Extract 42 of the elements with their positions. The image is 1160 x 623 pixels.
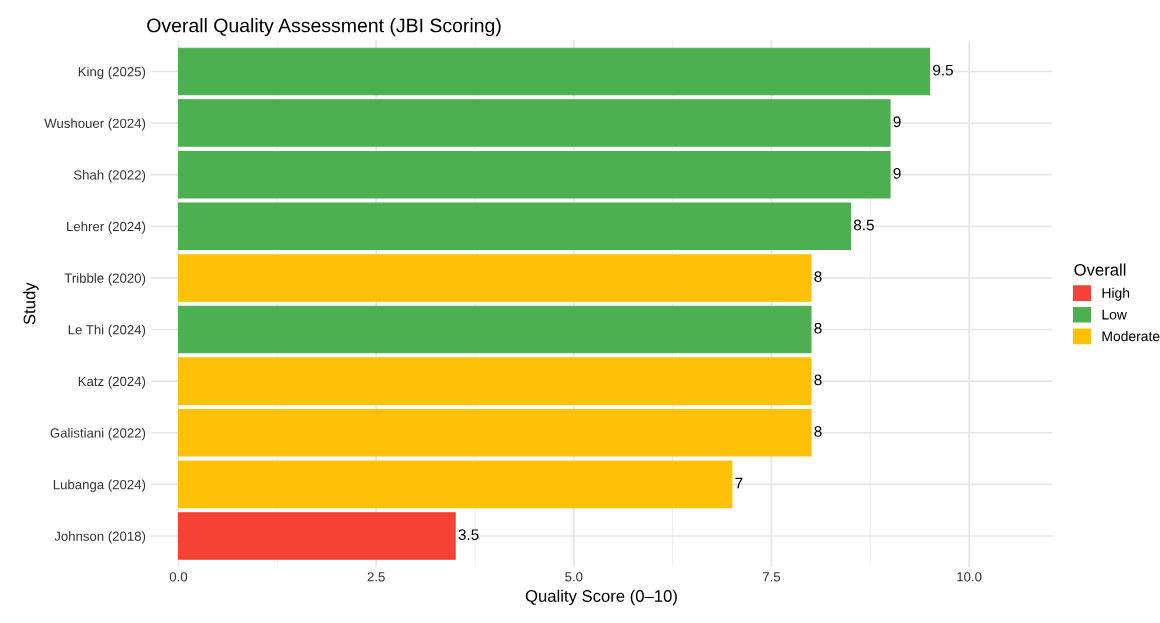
- data-label: 7: [735, 477, 743, 489]
- data-label: 9: [893, 167, 901, 179]
- x-tick-label: 0.0: [169, 572, 188, 582]
- bar: [177, 357, 812, 405]
- data-label: 8: [814, 426, 822, 437]
- legend-label: Moderate: [1102, 330, 1160, 342]
- y-axis-title: Study: [23, 282, 39, 325]
- data-label: 9: [893, 116, 901, 128]
- bar: [177, 460, 733, 509]
- bar: [177, 99, 891, 147]
- y-tick-label: Johnson (2018): [54, 531, 146, 544]
- data-label: 8: [814, 374, 822, 386]
- bar: [177, 202, 852, 251]
- x-tick-label: 5.0: [565, 572, 583, 582]
- y-tick-label: King (2025): [78, 66, 146, 79]
- bar: [177, 254, 812, 302]
- y-tick-label: Wushouer (2024): [44, 118, 146, 131]
- bar: [177, 47, 931, 96]
- x-tick-label: 7.5: [762, 572, 781, 582]
- y-tick-label: Lubanga (2024): [53, 479, 146, 492]
- y-tick-label: Le Thi (2024): [68, 324, 146, 338]
- y-tick-label: Katz (2024): [78, 376, 146, 389]
- y-tick-label: Lehrer (2024): [67, 221, 146, 234]
- legend-label: High: [1102, 287, 1130, 301]
- chart-title: Overall Quality Assessment (JBI Scoring): [147, 18, 501, 37]
- bar: [177, 512, 456, 560]
- data-label: 8: [814, 322, 822, 334]
- y-tick-label: Shah (2022): [73, 169, 146, 183]
- x-tick-label: 2.5: [367, 572, 385, 582]
- data-label: 9.5: [933, 64, 953, 76]
- bar: [177, 408, 812, 457]
- data-label: 8.5: [853, 219, 874, 231]
- legend-label: Low: [1102, 309, 1127, 320]
- y-tick-label: Galistiani (2022): [50, 427, 146, 441]
- legend-title: Overall: [1074, 263, 1126, 276]
- bar: [177, 150, 891, 199]
- data-label: 8: [814, 271, 822, 283]
- data-label: 3.5: [458, 529, 479, 541]
- y-tick-label: Tribble (2020): [64, 273, 146, 286]
- x-axis-title: Quality Score (0–10): [525, 589, 677, 606]
- x-tick-label: 10.0: [957, 572, 982, 582]
- bar: [177, 305, 812, 354]
